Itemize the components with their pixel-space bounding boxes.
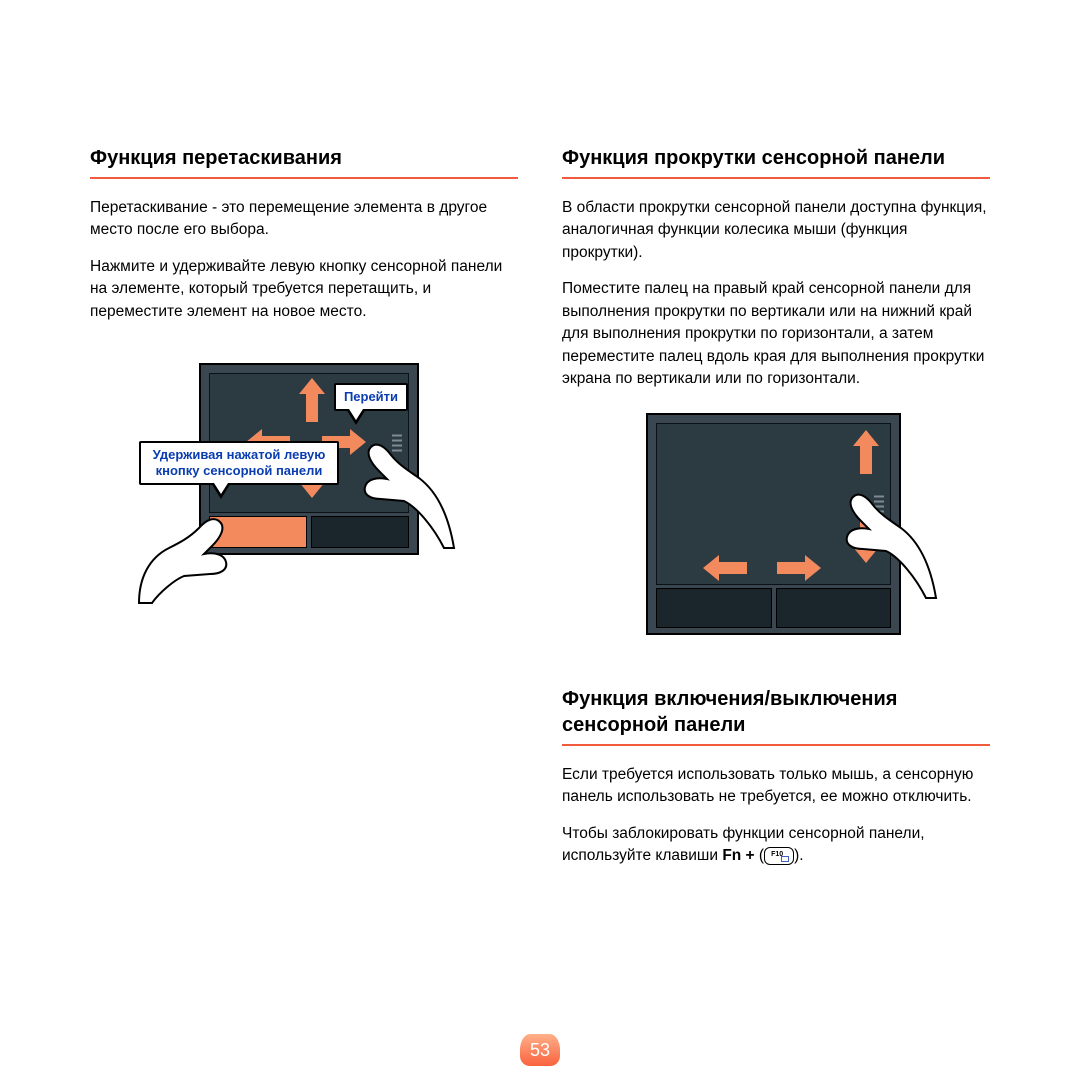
arrow-up-icon [306,392,318,422]
toggle-para-1: Если требуется использовать только мышь,… [562,764,990,809]
touchpad-left-button [656,588,772,628]
hand-scroll-icon [831,473,941,603]
toggle-para-2: Чтобы заблокировать функции сенсорной па… [562,823,990,868]
scroll-para-1: В области прокрутки сенсорной панели дос… [562,197,990,264]
keycap-f10-icon: F10 [764,847,794,865]
section-toggle: Функция включения/выключения сенсорной п… [562,686,990,868]
left-column: Функция перетаскивания Перетаскивание - … [90,145,518,882]
callout-move: Перейти [334,383,408,411]
scroll-para-2: Поместите палец на правый край сенсорной… [562,278,990,390]
callout-move-text: Перейти [344,389,398,404]
key-combo-label: Fn + [722,847,759,864]
hand-left-icon [134,508,254,608]
callout-hold: Удерживая нажатой левую кнопку сенсорной… [139,441,339,484]
figure-drag: Перейти Удерживая нажатой левую кнопку с… [149,353,459,603]
arrow-right-icon [777,562,807,574]
arrow-up-icon [860,444,872,474]
drag-para-1: Перетаскивание - это перемещение элемент… [90,197,518,242]
page-number-badge: 53 [520,1034,560,1066]
heading-scroll: Функция прокрутки сенсорной панели [562,145,990,179]
callout-hold-text: Удерживая нажатой левую кнопку сенсорной… [153,447,326,478]
heading-drag: Функция перетаскивания [90,145,518,179]
right-column: Функция прокрутки сенсорной панели В обл… [562,145,990,882]
figure-scroll [636,413,916,638]
heading-toggle: Функция включения/выключения сенсорной п… [562,686,990,746]
arrow-left-icon [717,562,747,574]
page-number: 53 [530,1040,550,1060]
drag-para-2: Нажмите и удерживайте левую кнопку сенсо… [90,256,518,323]
toggle-para-2b: . [799,847,803,864]
hand-right-icon [349,423,459,553]
